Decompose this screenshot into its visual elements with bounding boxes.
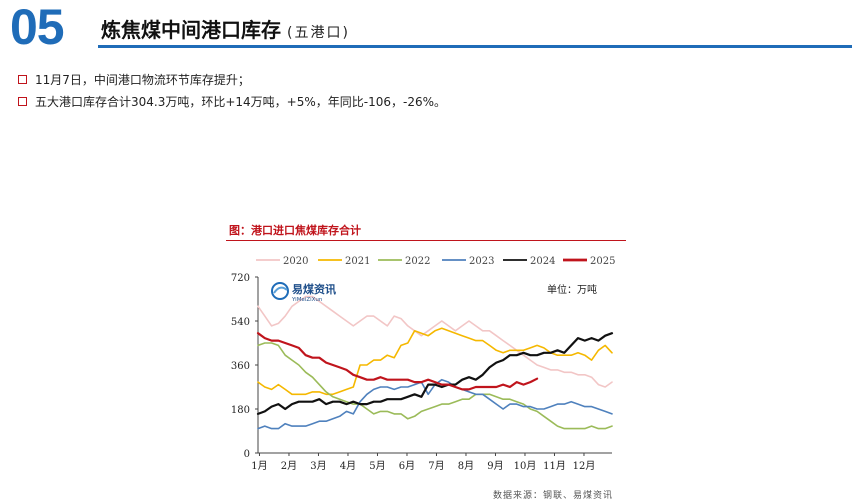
logo-subtext: YiMeiZiXun (291, 297, 323, 303)
legend-label: 2025 (590, 256, 615, 267)
legend-label: 2021 (345, 256, 370, 267)
x-tick-label: 11月 (543, 460, 566, 472)
y-tick-label: 360 (231, 361, 250, 372)
legend-label: 2022 (405, 256, 430, 267)
bullet-item: 11月7日，中间港口物流环节库存提升； (18, 68, 446, 90)
legend-label: 2024 (530, 256, 555, 267)
series-line-2020 (257, 295, 613, 388)
legend-label: 2023 (469, 256, 494, 267)
x-tick-label: 3月 (310, 460, 326, 472)
y-tick-label: 720 (231, 273, 250, 284)
title-divider (98, 45, 852, 48)
logo-circle-icon (271, 282, 289, 300)
source-note: 数据来源：钢联、易煤资讯 (493, 491, 614, 501)
logo-text: 易煤资讯 (292, 282, 336, 296)
page-title: 炼焦煤中间港口库存 (五港口) (101, 14, 350, 43)
page-title-main: 炼焦煤中间港口库存 (101, 18, 281, 42)
section-number: 05 (10, 0, 65, 55)
bullet-square-icon (18, 74, 27, 84)
legend-label: 2020 (283, 256, 308, 267)
page-title-subtitle: (五港口) (287, 25, 350, 41)
bullet-text: 五大港口库存合计304.3万吨，环比+14万吨，+5%，年同比-106，-26%… (35, 94, 447, 109)
x-tick-label: 2月 (281, 460, 297, 472)
series-line-2024 (256, 332, 614, 415)
unit-label: 单位：万吨 (547, 283, 597, 296)
y-tick-label: 0 (244, 449, 250, 460)
x-tick-label: 12月 (573, 460, 596, 472)
series-line-2021 (257, 327, 613, 396)
x-tick-label: 4月 (340, 460, 356, 472)
chart-title: 图：港口进口焦煤库存合计 (229, 224, 361, 237)
y-tick-label: 180 (231, 405, 250, 416)
x-tick-label: 10月 (514, 460, 537, 472)
x-tick-label: 9月 (487, 460, 503, 472)
x-tick-label: 8月 (458, 460, 474, 472)
y-tick-label: 540 (231, 317, 250, 328)
x-tick-label: 5月 (369, 460, 385, 472)
bullet-text: 11月7日，中间港口物流环节库存提升； (35, 72, 250, 87)
chart-title-divider (226, 240, 626, 241)
series-line-2022 (257, 342, 613, 430)
logo-wave-icon (273, 286, 288, 294)
bullet-square-icon (18, 96, 27, 106)
x-tick-label: 7月 (428, 460, 444, 472)
bullet-item: 五大港口库存合计304.3万吨，环比+14万吨，+5%，年同比-106，-26%… (18, 90, 446, 112)
series-line-2025 (256, 332, 539, 391)
x-tick-label: 1月 (251, 460, 267, 472)
series-line-2023 (257, 378, 613, 430)
bullet-list: 11月7日，中间港口物流环节库存提升； 五大港口库存合计304.3万吨，环比+1… (18, 68, 446, 112)
x-tick-label: 6月 (399, 460, 415, 472)
